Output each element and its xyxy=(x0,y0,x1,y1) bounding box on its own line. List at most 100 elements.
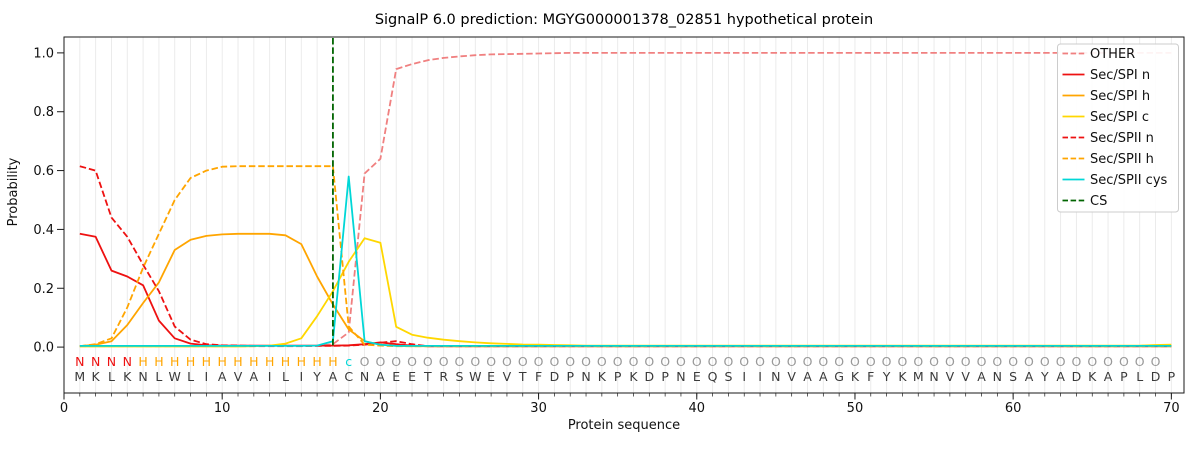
residue-letter: Y xyxy=(1040,369,1049,384)
residue-letter: F xyxy=(867,369,874,384)
sequence-letters: NMNKNLNKHNHLHWHLHIHAHVHAHIHLHIHYHAcCONOA… xyxy=(74,354,1175,384)
residue-letter: T xyxy=(518,369,527,384)
region-letter: O xyxy=(708,354,718,369)
region-letter: O xyxy=(470,354,480,369)
region-letter: O xyxy=(1056,354,1066,369)
residue-letter: L xyxy=(187,369,194,384)
region-letter: H xyxy=(138,354,147,369)
x-tick-label: 10 xyxy=(214,401,231,416)
residue-letter: T xyxy=(423,369,432,384)
residue-letter: N xyxy=(360,369,369,384)
residue-letter: K xyxy=(123,369,132,384)
region-letter: H xyxy=(217,354,226,369)
residue-letter: K xyxy=(629,369,638,384)
region-letter: O xyxy=(961,354,971,369)
region-letter: O xyxy=(565,354,575,369)
residue-letter: D xyxy=(550,369,560,384)
region-letter: O xyxy=(692,354,702,369)
residue-letter: F xyxy=(535,369,542,384)
residue-letter: A xyxy=(1025,369,1034,384)
region-letter: O xyxy=(1008,354,1018,369)
legend-label: Sec/SPI c xyxy=(1090,110,1149,125)
series-line-sec-spi-n xyxy=(79,232,1172,348)
residue-letter: V xyxy=(234,369,243,384)
legend-item: Sec/SPII n xyxy=(1062,131,1154,146)
legend-item: CS xyxy=(1062,194,1107,209)
region-letter: O xyxy=(992,354,1002,369)
residue-letter: V xyxy=(503,369,512,384)
residue-letter: P xyxy=(614,369,622,384)
region-letter: O xyxy=(676,354,686,369)
region-letter: O xyxy=(518,354,528,369)
region-letter: O xyxy=(534,354,544,369)
residue-letter: L xyxy=(108,369,115,384)
region-letter: O xyxy=(897,354,907,369)
residue-letter: K xyxy=(1088,369,1097,384)
legend-label: Sec/SPII cys xyxy=(1090,173,1168,188)
region-letter: c xyxy=(345,354,352,369)
residue-letter: M xyxy=(913,369,924,384)
residue-letter: P xyxy=(1168,369,1176,384)
residue-letter: K xyxy=(92,369,101,384)
residue-letter: A xyxy=(376,369,385,384)
region-letter: O xyxy=(1072,354,1082,369)
region-letter: H xyxy=(186,354,195,369)
region-letter: O xyxy=(502,354,512,369)
legend-label: Sec/SPII n xyxy=(1090,131,1154,146)
region-letter: H xyxy=(265,354,274,369)
y-tick-label: 0.2 xyxy=(33,282,54,297)
residue-letter: L xyxy=(282,369,289,384)
residue-letter: N xyxy=(676,369,685,384)
region-letter: N xyxy=(107,354,116,369)
x-tick-label: 50 xyxy=(847,401,864,416)
residue-letter: V xyxy=(961,369,970,384)
region-letter: O xyxy=(1151,354,1161,369)
residue-letter: V xyxy=(787,369,796,384)
region-letter: O xyxy=(882,354,892,369)
residue-letter: A xyxy=(218,369,227,384)
y-tick-label: 1.0 xyxy=(33,46,54,61)
legend-label: Sec/SPI h xyxy=(1090,89,1150,104)
legend-label: Sec/SPII h xyxy=(1090,152,1154,167)
region-letter: H xyxy=(154,354,163,369)
region-letter: O xyxy=(423,354,433,369)
residue-letter: K xyxy=(898,369,907,384)
region-letter: O xyxy=(850,354,860,369)
y-tick-label: 0.8 xyxy=(33,105,54,120)
plot-border xyxy=(63,36,1185,394)
residue-letter: C xyxy=(344,369,353,384)
residue-letter: A xyxy=(329,369,338,384)
residue-letter: A xyxy=(803,369,812,384)
residue-letter: G xyxy=(834,369,844,384)
series-line-other xyxy=(79,52,1172,348)
x-tick-label: 60 xyxy=(1005,401,1022,416)
region-letter: O xyxy=(581,354,591,369)
legend-box xyxy=(1057,43,1179,213)
residue-letter: Q xyxy=(708,369,718,384)
series-line-sec-spii-cys xyxy=(79,175,1172,347)
residue-letter: W xyxy=(169,369,181,384)
region-letter: O xyxy=(818,354,828,369)
grid-lines xyxy=(79,37,1172,393)
plot-title: SignalP 6.0 prediction: MGYG000001378_02… xyxy=(375,12,873,28)
x-tick-label: 40 xyxy=(688,401,705,416)
region-letter: H xyxy=(328,354,337,369)
axis-ticks: 0.0 0.2 0.4 0.6 0.8 1.0 0 10 20 30 40 50 60 70 xyxy=(33,46,1179,416)
y-tick-label: 0.6 xyxy=(33,164,54,179)
region-letter: O xyxy=(375,354,385,369)
residue-letter: E xyxy=(392,369,400,384)
x-tick-label: 30 xyxy=(530,401,547,416)
region-letter: N xyxy=(123,354,132,369)
region-letter: O xyxy=(945,354,955,369)
y-axis-label: Probability xyxy=(6,157,21,226)
series-line-sec-spii-n xyxy=(79,165,1172,348)
residue-letter: D xyxy=(644,369,654,384)
x-axis-label: Protein sequence xyxy=(568,418,680,433)
region-letter: O xyxy=(723,354,733,369)
region-letter: H xyxy=(312,354,321,369)
residue-letter: V xyxy=(946,369,955,384)
residue-letter: D xyxy=(1072,369,1082,384)
region-letter: O xyxy=(787,354,797,369)
residue-letter: I xyxy=(299,369,303,384)
